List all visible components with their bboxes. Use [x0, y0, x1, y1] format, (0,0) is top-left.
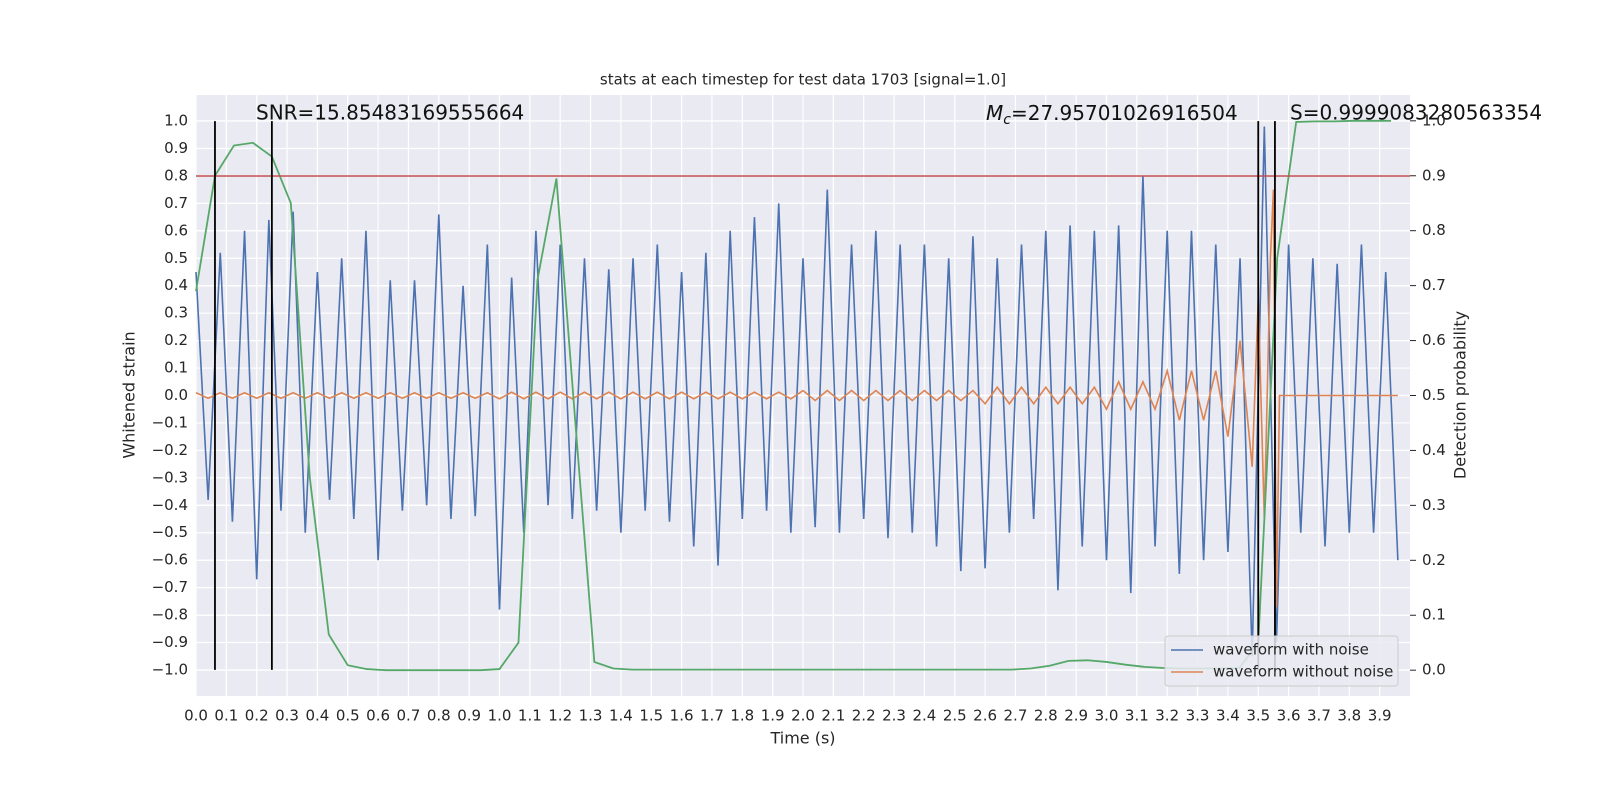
y-tick-label: −0.6	[152, 551, 188, 569]
x-tick-label: 3.8	[1337, 707, 1361, 725]
y2-tick-label: 0.6	[1422, 331, 1446, 349]
y-tick-label: 0.7	[164, 194, 188, 212]
legend-box	[1164, 635, 1399, 687]
x-tick-label: 0.3	[275, 707, 299, 725]
x-tick-label: 1.6	[670, 707, 694, 725]
y-tick-label: −0.4	[152, 496, 188, 514]
chart-title: stats at each timestep for test data 170…	[600, 71, 1006, 89]
y-tick-label: −0.8	[152, 606, 188, 624]
mc-subscript: c	[1003, 112, 1011, 128]
mc-symbol: M	[986, 101, 1003, 125]
y-tick-label: 0.9	[164, 139, 188, 157]
x-tick-label: 1.1	[518, 707, 542, 725]
y2-tick-label: 1.0	[1422, 111, 1446, 129]
x-tick-label: 3.0	[1095, 707, 1119, 725]
y2-tick-label: 0.8	[1422, 221, 1446, 239]
mc-annotation: Mc=27.95701026916504	[986, 101, 1238, 129]
y2-tick-label: 0.9	[1422, 166, 1446, 184]
x-tick-label: 3.2	[1155, 707, 1179, 725]
x-tick-label: 0.1	[214, 707, 238, 725]
x-tick-label: 0.0	[184, 707, 208, 725]
y2-tick-label: 0.2	[1422, 551, 1446, 569]
x-tick-label: 1.3	[579, 707, 603, 725]
y2-axis-label: Detection probability	[1451, 311, 1470, 479]
y2-tick-label: 0.1	[1422, 606, 1446, 624]
mc-value: =27.95701026916504	[1011, 101, 1238, 125]
x-tick-label: 2.3	[882, 707, 906, 725]
s-annotation: S=0.9999083280563354	[1290, 101, 1542, 125]
legend-label: waveform with noise	[1213, 641, 1369, 659]
x-tick-label: 0.6	[366, 707, 390, 725]
x-tick-label: 2.1	[821, 707, 845, 725]
x-tick-label: 1.9	[761, 707, 785, 725]
x-tick-label: 1.8	[730, 707, 754, 725]
y-axis-label: Whitened strain	[120, 331, 139, 458]
snr-annotation: SNR=15.85483169555664	[256, 101, 524, 125]
x-axis-label: Time (s)	[769, 729, 835, 748]
y-tick-label: −1.0	[152, 660, 188, 678]
y2-tick-label: 0.3	[1422, 496, 1446, 514]
y-tick-label: −0.9	[152, 633, 188, 651]
x-tick-label: 3.3	[1186, 707, 1210, 725]
x-tick-label: 0.2	[245, 707, 269, 725]
x-tick-label: 3.7	[1307, 707, 1331, 725]
y-tick-label: 0.4	[164, 276, 188, 294]
y-tick-label: 0.6	[164, 221, 188, 239]
x-tick-label: 2.5	[943, 707, 967, 725]
x-tick-label: 0.7	[397, 707, 421, 725]
x-tick-label: 3.1	[1125, 707, 1149, 725]
x-tick-label: 1.5	[639, 707, 663, 725]
x-tick-label: 0.5	[336, 707, 360, 725]
y2-tick-label: 0.4	[1422, 441, 1446, 459]
x-tick-label: 0.8	[427, 707, 451, 725]
y-tick-label: 0.5	[164, 249, 188, 267]
x-tick-label: 2.8	[1034, 707, 1058, 725]
x-tick-label: 2.6	[973, 707, 997, 725]
y2-tick-label: 0.0	[1422, 661, 1446, 679]
y-tick-label: −0.1	[152, 413, 188, 431]
x-tick-label: 2.9	[1064, 707, 1088, 725]
x-tick-label: 0.4	[305, 707, 329, 725]
x-tick-label: 2.7	[1004, 707, 1028, 725]
x-tick-label: 3.5	[1246, 707, 1270, 725]
legend-label: waveform without noise	[1213, 663, 1393, 681]
y-tick-label: 0.0	[164, 386, 188, 404]
x-tick-label: 1.7	[700, 707, 724, 725]
y-tick-label: −0.3	[152, 468, 188, 486]
y-tick-label: 0.8	[164, 166, 188, 184]
y2-tick-label: 0.5	[1422, 386, 1446, 404]
y-tick-label: 0.1	[164, 359, 188, 377]
y-tick-label: 1.0	[164, 112, 188, 130]
x-tick-label: 2.2	[852, 707, 876, 725]
y-tick-label: 0.3	[164, 304, 188, 322]
y-tick-label: 0.2	[164, 331, 188, 349]
x-tick-label: 3.6	[1277, 707, 1301, 725]
x-tick-label: 0.9	[457, 707, 481, 725]
y-tick-label: −0.2	[152, 441, 188, 459]
y-tick-label: −0.5	[152, 523, 188, 541]
y-tick-label: −0.7	[152, 578, 188, 596]
x-tick-label: 2.4	[912, 707, 936, 725]
series-line	[195, 189, 1398, 607]
x-tick-label: 1.2	[548, 707, 572, 725]
y2-tick-label: 0.7	[1422, 276, 1446, 294]
x-tick-label: 1.0	[488, 707, 512, 725]
x-tick-label: 3.4	[1216, 707, 1240, 725]
x-tick-label: 3.9	[1368, 707, 1392, 725]
x-tick-label: 1.4	[609, 707, 633, 725]
x-tick-label: 2.0	[791, 707, 815, 725]
